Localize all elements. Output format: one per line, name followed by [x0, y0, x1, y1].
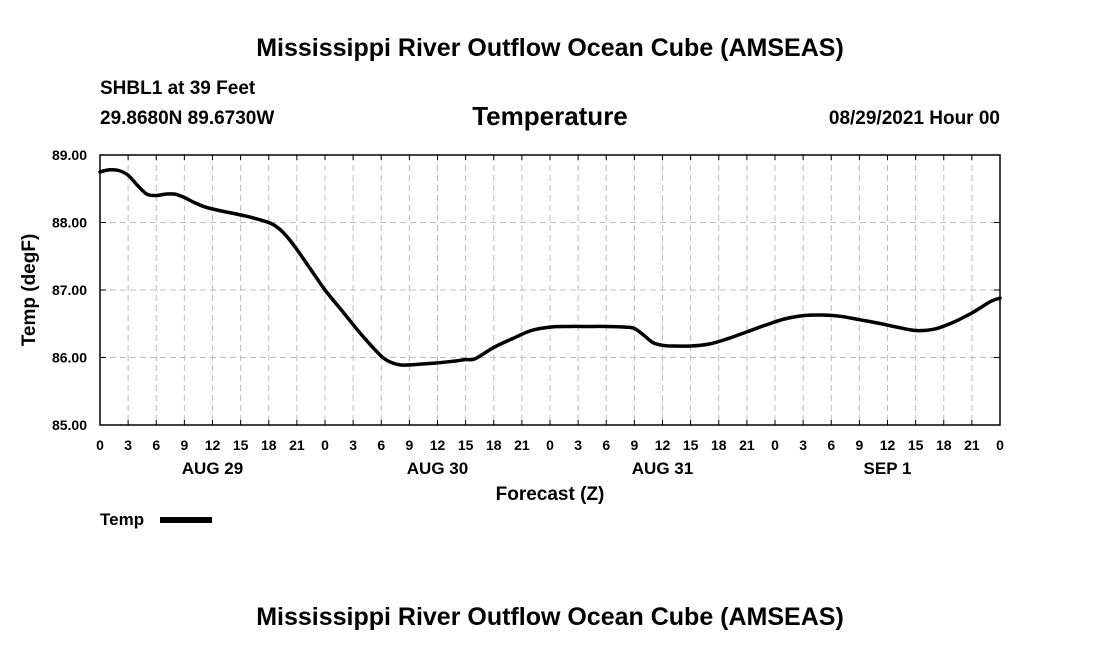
station-label: SHBL1 at 39 Feet	[100, 78, 256, 99]
x-tick-label: 0	[546, 437, 554, 453]
x-tick-label: 0	[996, 437, 1004, 453]
y-tick-label: 89.00	[52, 147, 87, 163]
legend-label: Temp	[100, 510, 144, 529]
y-tick-label: 87.00	[52, 282, 87, 298]
x-tick-label: 9	[180, 437, 188, 453]
series-layer	[98, 167, 1002, 367]
chart-title: Mississippi River Outflow Ocean Cube (AM…	[256, 34, 844, 62]
x-tick-label: 12	[205, 437, 221, 453]
date-label: AUG 31	[632, 459, 693, 478]
y-tick-label: 85.00	[52, 417, 87, 433]
x-tick-label: 21	[739, 437, 755, 453]
footer-title: Mississippi River Outflow Ocean Cube (AM…	[256, 603, 844, 631]
x-tick-label: 0	[771, 437, 779, 453]
y-tick-labels: 85.00 86.00 87.00 88.00 89.00	[52, 147, 87, 433]
x-tick-label: 12	[880, 437, 896, 453]
x-tick-label: 21	[514, 437, 530, 453]
x-tick-label: 12	[430, 437, 446, 453]
ticks	[99, 154, 1001, 426]
x-tick-label: 6	[602, 437, 610, 453]
date-label: AUG 29	[182, 459, 243, 478]
x-tick-label: 18	[711, 437, 727, 453]
date-label: AUG 30	[407, 459, 468, 478]
x-tick-label: 21	[289, 437, 305, 453]
x-tick-label: 6	[377, 437, 385, 453]
x-tick-label: 9	[405, 437, 413, 453]
x-tick-label: 15	[683, 437, 699, 453]
x-tick-label: 15	[908, 437, 924, 453]
x-tick-label: 15	[233, 437, 249, 453]
x-tick-label: 0	[321, 437, 329, 453]
x-tick-label: 9	[855, 437, 863, 453]
x-tick-label: 6	[827, 437, 835, 453]
x-tick-label: 18	[261, 437, 277, 453]
y-tick-label: 88.00	[52, 215, 87, 231]
x-axis-label: Forecast (Z)	[496, 484, 605, 505]
x-tick-label: 18	[936, 437, 952, 453]
x-tick-label: 3	[799, 437, 807, 453]
date-label: SEP 1	[864, 459, 912, 478]
x-tick-label: 3	[349, 437, 357, 453]
x-tick-label: 3	[124, 437, 132, 453]
x-tick-label: 3	[574, 437, 582, 453]
x-tick-labels: 0 3 6 9 12 15 18 21 0 3 6 9 12 15 18 21 0 3 6 9 12 15 18 21 0 3 6 9…	[96, 437, 1004, 453]
coordinates-label: 29.8680N 89.6730W	[100, 108, 274, 129]
x-tick-label: 21	[964, 437, 980, 453]
y-tick-label: 86.00	[52, 350, 87, 366]
series-line-temp	[98, 167, 1002, 367]
legend: Temp	[100, 510, 212, 529]
y-axis-label: Temp (degF)	[19, 234, 40, 347]
x-tick-label: 0	[96, 437, 104, 453]
date-labels: AUG 29 AUG 30 AUG 31 SEP 1	[182, 459, 912, 478]
x-tick-label: 12	[655, 437, 671, 453]
x-tick-label: 15	[458, 437, 474, 453]
x-tick-label: 18	[486, 437, 502, 453]
x-tick-label: 6	[152, 437, 160, 453]
x-tick-label: 9	[630, 437, 638, 453]
grid	[100, 155, 1000, 425]
forecast-datetime: 08/29/2021 Hour 00	[829, 108, 1000, 129]
variable-title: Temperature	[472, 101, 628, 131]
